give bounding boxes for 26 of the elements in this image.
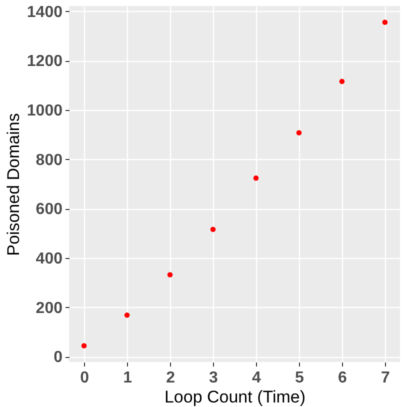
y-tick-label: 600: [36, 201, 63, 218]
y-tick-label: 1400: [26, 4, 63, 21]
point: [296, 130, 302, 136]
y-tick-label: 1000: [26, 102, 63, 120]
x-tick-label: 6: [338, 370, 348, 386]
point: [210, 226, 216, 232]
y-tick-label: 400: [36, 250, 63, 268]
x-axis-title: Loop Count (Time): [164, 388, 306, 406]
x-tick-label: 5: [295, 370, 304, 386]
x-tick-label: 1: [123, 370, 132, 386]
point: [253, 175, 259, 181]
y-tick-label: 1200: [26, 53, 63, 70]
point: [167, 272, 173, 278]
y-tick-label: 800: [36, 152, 63, 169]
y-axis-title: Poisoned Domains: [4, 113, 23, 256]
point: [339, 78, 345, 84]
x-tick-label: 3: [209, 370, 218, 386]
y-tick-label: 0: [54, 349, 63, 366]
x-tick-label: 2: [166, 370, 176, 386]
point: [81, 343, 87, 348]
y-tick-label: 200: [36, 300, 63, 317]
x-tick-label: 0: [80, 370, 90, 386]
point: [382, 20, 388, 25]
point: [124, 312, 130, 318]
x-tick-label: 7: [381, 370, 390, 386]
x-tick-label: 4: [252, 370, 262, 386]
